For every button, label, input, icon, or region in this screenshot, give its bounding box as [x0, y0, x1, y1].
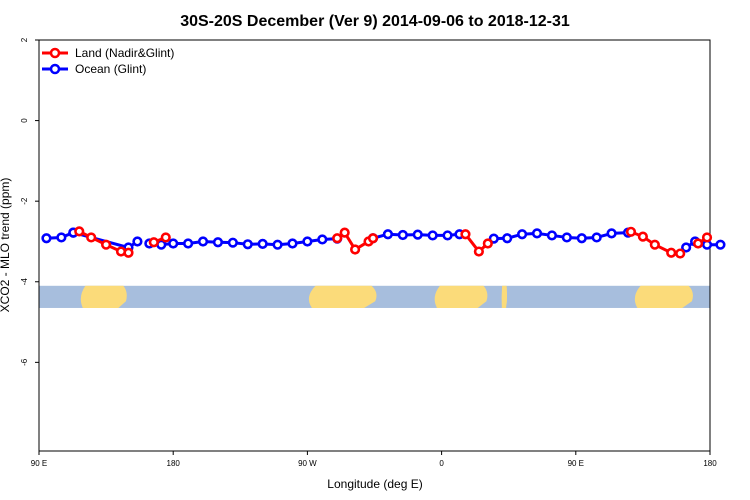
x-tick-label: 180: [167, 459, 181, 468]
series-ocean-point: [561, 232, 572, 243]
series-land-point: [701, 232, 713, 243]
y-axis-label: XCO2 - MLO trend (ppm): [0, 178, 12, 313]
x-tick-label: 90 E: [568, 459, 584, 468]
series-ocean-point: [56, 232, 67, 243]
series-ocean-point: [606, 228, 617, 239]
x-axis-label: Longitude (deg E): [327, 477, 422, 491]
y-tick-label: 0: [20, 118, 29, 123]
legend-land-label: Land (Nadir&Glint): [75, 46, 174, 60]
series-ocean-point: [442, 230, 453, 241]
series-land-point: [160, 232, 171, 243]
y-tick-label: -4: [20, 278, 29, 286]
series-ocean-point: [502, 233, 513, 244]
y-tick-label: -6: [20, 358, 29, 366]
series-ocean-line: [493, 231, 629, 241]
legend-land-marker: [49, 47, 61, 59]
series-ocean-point: [681, 242, 692, 253]
world-map-band: [39, 285, 710, 308]
series-land-point: [367, 233, 379, 244]
map-land-shape: [308, 285, 377, 308]
x-tick-label: 180: [703, 459, 717, 468]
series-ocean-point: [576, 233, 587, 244]
series-ocean-point: [317, 234, 328, 245]
series-land-point: [350, 244, 361, 255]
series-ocean-point: [397, 229, 408, 241]
series-land-point: [675, 248, 686, 259]
series-land-point: [482, 238, 493, 249]
series-ocean-point: [242, 239, 253, 250]
series-ocean-point: [287, 238, 298, 249]
series-land-point: [666, 247, 677, 258]
series-ocean-point: [715, 239, 726, 250]
x-tick-label: 90 E: [31, 459, 47, 468]
series-land-point: [100, 239, 112, 250]
series-layer: [41, 226, 726, 259]
x-tick-label: 90 W: [298, 459, 317, 468]
series-ocean-point: [427, 230, 438, 241]
series-ocean-point: [531, 228, 543, 239]
chart-title: 30S-20S December (Ver 9) 2014-09-06 to 2…: [180, 13, 570, 30]
series-land-point: [339, 227, 350, 238]
y-tick-label: -2: [20, 197, 29, 205]
series-land-point: [637, 231, 649, 242]
series-ocean-point: [591, 232, 602, 243]
series-ocean-point: [517, 229, 528, 240]
map-land-shape: [634, 285, 693, 308]
x-axis: 90 E 180 90 W 0 90 E 180: [31, 451, 717, 468]
series-ocean-point: [546, 230, 558, 241]
series-ocean-point: [382, 229, 394, 240]
series-land-point: [649, 239, 660, 250]
series-ocean-point: [197, 236, 209, 247]
y-axis: 2 0 -2 -4 -6: [20, 37, 39, 366]
series-land-point: [692, 238, 704, 249]
series-ocean-point: [272, 239, 283, 250]
series-land-point: [86, 232, 97, 243]
map-land-shape: [434, 285, 488, 308]
series-land-point: [123, 247, 134, 258]
series-land-point: [460, 229, 471, 240]
series-land-point: [625, 226, 637, 237]
series-ocean: [41, 227, 726, 253]
map-land-shape: [80, 285, 127, 308]
series-ocean-point: [227, 237, 238, 248]
series-land-point: [332, 233, 343, 244]
series-land-point: [74, 226, 85, 237]
series-ocean-point: [302, 236, 313, 247]
series-ocean-point: [183, 238, 194, 249]
x-tick-label: 0: [439, 459, 444, 468]
legend: Land (Nadir&Glint) Ocean (Glint): [42, 46, 174, 76]
series-ocean-point: [412, 229, 423, 240]
series-ocean-point: [212, 237, 224, 248]
legend-ocean-marker: [49, 63, 61, 75]
series-land-point: [473, 246, 484, 257]
series-ocean-point: [41, 233, 52, 244]
series-land: [74, 226, 713, 259]
y-tick-label: 2: [20, 37, 29, 42]
series-ocean-point: [132, 236, 143, 247]
map-land-shape: [501, 285, 508, 308]
series-ocean-point: [257, 238, 268, 249]
series-ocean-point: [168, 238, 179, 249]
legend-ocean-label: Ocean (Glint): [75, 62, 146, 76]
series-land-point: [148, 237, 159, 248]
